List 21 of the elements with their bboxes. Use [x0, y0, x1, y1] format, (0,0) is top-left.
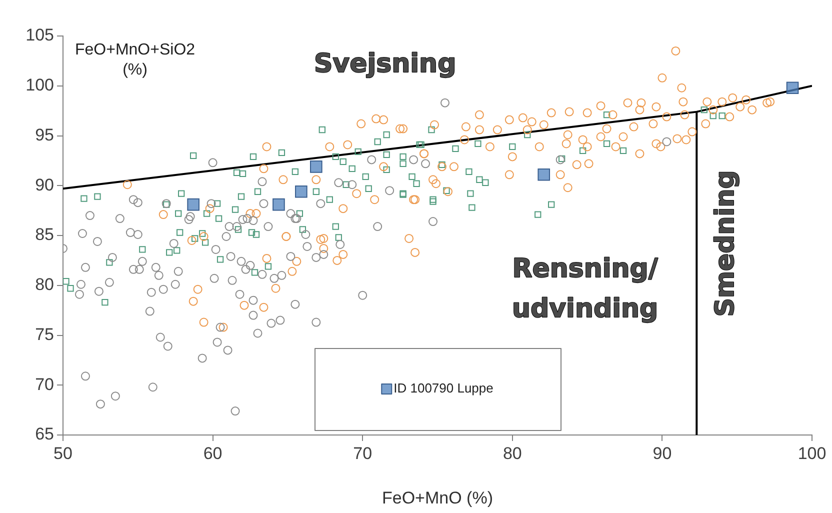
x-axis-title: FeO+MnO (%)	[382, 488, 493, 508]
annotation: Svejsning	[314, 48, 456, 79]
y-tick-label: 75	[35, 324, 54, 344]
x-tick-label: 70	[353, 444, 372, 463]
y-tick-label: 65	[35, 424, 54, 444]
y-tick-label: 95	[35, 125, 54, 144]
y-tick-label: 85	[35, 225, 54, 244]
x-tick-label: 60	[203, 444, 222, 463]
x-tick-label: 50	[54, 444, 72, 463]
y-tick-label: 105	[26, 26, 54, 45]
y-tick-label: 70	[35, 374, 54, 394]
y-tick-label: 100	[26, 76, 54, 95]
annotation: Smedning	[710, 170, 740, 317]
x-tick-label: 80	[502, 444, 522, 463]
x-tick-label: 100	[798, 444, 826, 463]
x-tick-label: 90	[652, 444, 672, 463]
annotation: Rensning/ udvinding	[512, 254, 658, 324]
legend-label: ID 100790 Luppe	[394, 380, 494, 396]
y-tick-label: 80	[35, 275, 54, 294]
y-axis-title: FeO+MnO+SiO2 (%)	[74, 41, 196, 78]
y-tick-label: 90	[35, 175, 54, 194]
